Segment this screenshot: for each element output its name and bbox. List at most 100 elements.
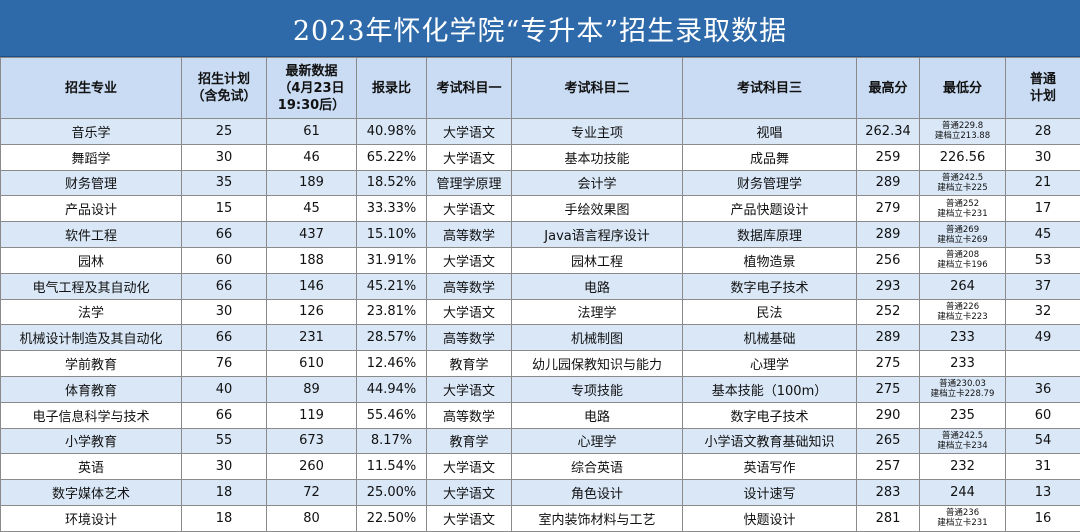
max-score-cell: 262.34	[856, 118, 920, 145]
min-score-cell: 232	[919, 453, 1006, 481]
latest-cell: 189	[266, 169, 357, 197]
header-subject3: 考试科目三	[682, 57, 857, 119]
max-score-cell: 293	[856, 272, 920, 300]
min-score-poverty: 建档立卡196	[937, 260, 988, 271]
min-score-normal: 普通269	[945, 224, 980, 235]
header-major: 招生专业	[0, 57, 182, 119]
plan-cell: 18	[181, 504, 267, 532]
ratio-cell: 12.46%	[356, 350, 427, 377]
subject2-cell: 电路	[511, 272, 683, 300]
major-cell: 法学	[0, 298, 182, 326]
normal-plan-cell: 49	[1005, 324, 1080, 352]
header-plan: 招生计划 （含免试）	[181, 57, 267, 119]
subject2-cell: 会计学	[511, 169, 683, 197]
subject2-cell: 角色设计	[511, 479, 683, 506]
table-row: 环境设计 18 80 22.50% 大学语文 室内装饰材料与工艺 快题设计 281 普通236 建…	[0, 504, 1080, 532]
subject2-cell: 基本功技能	[511, 143, 683, 171]
ratio-cell: 23.81%	[356, 298, 427, 326]
table-body: 音乐学 25 61 40.98% 大学语文 专业主项 视唱 262.34 普通229.8 建档立2…	[0, 118, 1080, 532]
header-normal-plan: 普通 计划	[1005, 57, 1080, 119]
subject1-cell: 教育学	[426, 427, 512, 455]
min-score-poverty: 建档立卡228.79	[930, 389, 995, 400]
normal-plan-cell: 32	[1005, 298, 1080, 326]
table-row: 软件工程 66 437 15.10% 高等数学 Java语言程序设计 数据库原理 289 普通2…	[0, 221, 1080, 248]
normal-plan-cell: 53	[1005, 246, 1080, 274]
min-score-cell: 普通230.03 建档立卡228.79	[919, 375, 1006, 403]
latest-cell: 610	[266, 350, 357, 377]
min-score-cell: 264	[919, 272, 1006, 300]
plan-cell: 30	[181, 453, 267, 481]
subject3-cell: 产品快题设计	[682, 195, 857, 223]
max-score-cell: 257	[856, 453, 920, 481]
max-score-cell: 279	[856, 195, 920, 223]
major-cell: 小学教育	[0, 427, 182, 455]
major-cell: 软件工程	[0, 221, 182, 248]
subject1-cell: 大学语文	[426, 118, 512, 145]
latest-cell: 126	[266, 298, 357, 326]
plan-cell: 30	[181, 298, 267, 326]
table-row: 学前教育 76 610 12.46% 教育学 幼儿园保教知识与能力 心理学 275 233	[0, 350, 1080, 377]
table-row: 电气工程及其自动化 66 146 45.21% 高等数学 电路 数字电子技术 293 264 37	[0, 272, 1080, 300]
ratio-cell: 22.50%	[356, 504, 427, 532]
subject1-cell: 高等数学	[426, 324, 512, 352]
table-row: 体育教育 40 89 44.94% 大学语文 专项技能 基本技能（100m） 275 普通230…	[0, 375, 1080, 403]
plan-cell: 60	[181, 246, 267, 274]
major-cell: 舞蹈学	[0, 143, 182, 171]
max-score-cell: 290	[856, 401, 920, 429]
page-title: 2023年怀化学院“专升本”招生录取数据	[0, 0, 1080, 57]
subject2-cell: 电路	[511, 401, 683, 429]
subject3-cell: 数字电子技术	[682, 401, 857, 429]
latest-cell: 231	[266, 324, 357, 352]
ratio-cell: 11.54%	[356, 453, 427, 481]
table-row: 音乐学 25 61 40.98% 大学语文 专业主项 视唱 262.34 普通229.8 建档立2…	[0, 118, 1080, 145]
ratio-cell: 28.57%	[356, 324, 427, 352]
plan-cell: 25	[181, 118, 267, 145]
subject1-cell: 大学语文	[426, 195, 512, 223]
ratio-cell: 44.94%	[356, 375, 427, 403]
min-score-poverty: 建档立213.88	[934, 131, 991, 142]
min-score-cell: 普通226 建档立卡223	[919, 298, 1006, 326]
plan-cell: 15	[181, 195, 267, 223]
table-row: 电子信息科学与技术 66 119 55.46% 高等数学 电路 数字电子技术 290 235 60	[0, 401, 1080, 429]
subject1-cell: 大学语文	[426, 298, 512, 326]
normal-plan-cell: 28	[1005, 118, 1080, 145]
subject1-cell: 高等数学	[426, 401, 512, 429]
min-score-cell: 普通236 建档立卡231	[919, 504, 1006, 532]
subject3-cell: 基本技能（100m）	[682, 375, 857, 403]
admission-table: 招生专业 招生计划 （含免试） 最新数据 （4月23日 19:30后） 报录比 考试科目一 考试…	[0, 57, 1080, 532]
table-row: 产品设计 15 45 33.33% 大学语文 手绘效果图 产品快题设计 279 普通252 建档立…	[0, 195, 1080, 223]
ratio-cell: 31.91%	[356, 246, 427, 274]
subject2-cell: 手绘效果图	[511, 195, 683, 223]
min-score-normal: 普通252	[945, 198, 980, 209]
table-row: 舞蹈学 30 46 65.22% 大学语文 基本功技能 成品舞 259 226.56 30	[0, 143, 1080, 171]
min-score-cell: 244	[919, 479, 1006, 506]
min-score-cell: 普通229.8 建档立213.88	[919, 118, 1006, 145]
normal-plan-cell: 36	[1005, 375, 1080, 403]
subject3-cell: 财务管理学	[682, 169, 857, 197]
min-score-normal: 普通242.5	[941, 172, 984, 183]
min-score-cell: 233	[919, 350, 1006, 377]
min-score-normal: 普通229.8	[941, 121, 984, 132]
subject3-cell: 机械基础	[682, 324, 857, 352]
header-row: 招生专业 招生计划 （含免试） 最新数据 （4月23日 19:30后） 报录比 考试科目一 考试…	[0, 57, 1080, 119]
subject3-cell: 成品舞	[682, 143, 857, 171]
subject2-cell: 幼儿园保教知识与能力	[511, 350, 683, 377]
max-score-cell: 252	[856, 298, 920, 326]
subject3-cell: 心理学	[682, 350, 857, 377]
major-cell: 电气工程及其自动化	[0, 272, 182, 300]
ratio-cell: 33.33%	[356, 195, 427, 223]
min-score-cell: 普通208 建档立卡196	[919, 246, 1006, 274]
max-score-cell: 259	[856, 143, 920, 171]
min-score-cell: 226.56	[919, 143, 1006, 171]
min-score-cell: 235	[919, 401, 1006, 429]
major-cell: 产品设计	[0, 195, 182, 223]
normal-plan-cell: 31	[1005, 453, 1080, 481]
plan-cell: 66	[181, 401, 267, 429]
subject3-cell: 小学语文教育基础知识	[682, 427, 857, 455]
ratio-cell: 55.46%	[356, 401, 427, 429]
subject1-cell: 大学语文	[426, 479, 512, 506]
table-row: 园林 60 188 31.91% 大学语文 园林工程 植物造景 256 普通208 建档立卡196…	[0, 246, 1080, 274]
subject3-cell: 英语写作	[682, 453, 857, 481]
subject3-cell: 视唱	[682, 118, 857, 145]
